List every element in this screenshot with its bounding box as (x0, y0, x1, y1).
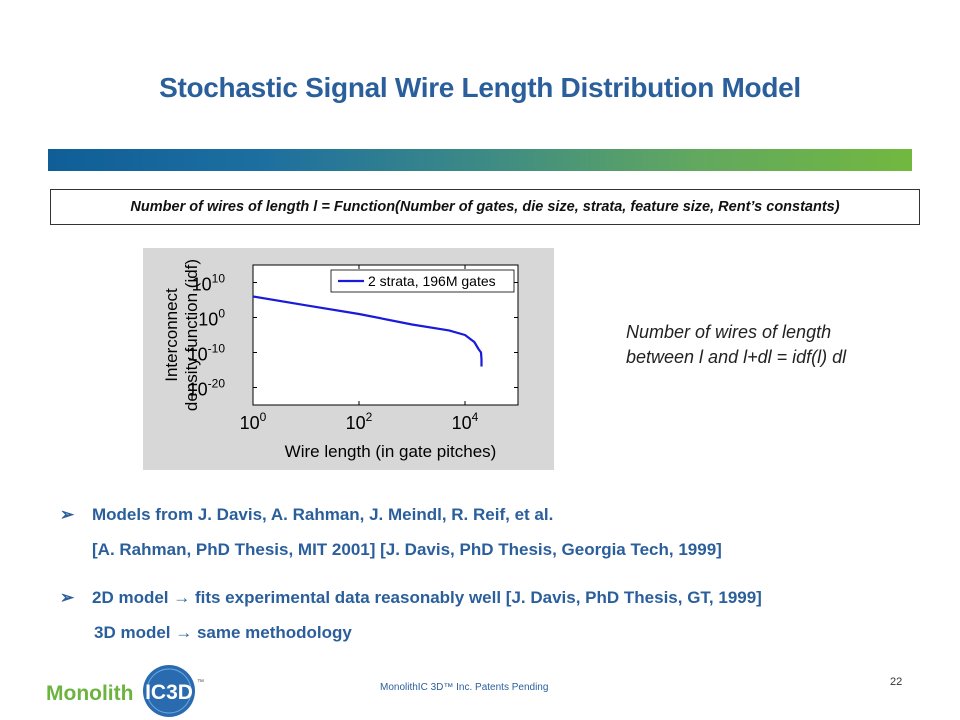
x-tick-label: 104 (452, 410, 479, 433)
logo-globe-icon (143, 665, 195, 717)
arrow-bullet-icon: ➢ (60, 588, 75, 607)
y-tick-label: 10-10 (188, 342, 226, 365)
y-tick-base: 10 (192, 275, 212, 295)
logo-text-badge: IC3D (145, 681, 193, 704)
y-tick-label: 10-20 (188, 377, 226, 400)
x-tick-exponent: 4 (472, 410, 479, 424)
y-tick-exponent: -20 (208, 377, 226, 391)
x-tick-label: 102 (346, 410, 373, 433)
bullet-1-line-1: Models from J. Davis, A. Rahman, J. Mein… (92, 505, 554, 524)
page-number: 22 (890, 676, 903, 688)
bullet-2: ➢ 2D model → fits experimental data reaso… (60, 588, 762, 608)
x-tick-exponent: 2 (366, 410, 373, 424)
y-tick-exponent: 0 (218, 307, 225, 321)
legend-label: 2 strata, 196M gates (368, 273, 496, 289)
logo-text-left: Monolith (46, 682, 133, 705)
bullet-2-line-1: 2D model → fits experimental data reason… (92, 588, 762, 607)
footer-text: MonolithIC 3D™ Inc. Patents Pending (380, 682, 549, 693)
y-axis-label-line: Interconnect (162, 288, 181, 382)
y-tick-exponent: -10 (208, 342, 226, 356)
side-note-line-1: Number of wires of length (626, 322, 832, 342)
logo-trademark: ™ (197, 679, 204, 686)
side-note-line-2: between l and l+dl = idf(l) dl (626, 347, 847, 367)
y-tick-exponent: 10 (212, 272, 226, 286)
bullet-1: ➢ Models from J. Davis, A. Rahman, J. Mei… (60, 505, 553, 525)
x-tick-exponent: 0 (260, 410, 267, 424)
slide-title: Stochastic Signal Wire Length Distributi… (159, 72, 801, 103)
x-tick-base: 10 (240, 413, 260, 433)
monolithic-3d-logo: Monolith IC3D ™ (46, 665, 204, 717)
y-tick-label: 1010 (192, 272, 226, 295)
side-note: Number of wires of length between l and … (626, 320, 846, 370)
legend-box (330, 269, 515, 293)
x-tick-base: 10 (346, 413, 366, 433)
formula-box: Number of wires of length l = Function(N… (50, 189, 920, 225)
chart-panel: 100 102 104 1010 100 10-10 10-20 2 strata, 196M… (143, 248, 554, 470)
arrow-bullet-icon: ➢ (60, 505, 75, 524)
y-tick-base: 10 (188, 345, 208, 365)
x-axis-label: Wire length (in gate pitches) (285, 442, 497, 461)
y-tick-label: 100 (198, 307, 225, 330)
y-tick-base: 10 (198, 310, 218, 330)
title-gradient-bar (48, 149, 912, 171)
y-tick-base: 10 (188, 380, 208, 400)
y-axis-label-line: density function (idf) (182, 259, 201, 411)
x-tick-label: 100 (240, 410, 267, 433)
y-axis-label: Interconnect density function (idf) (162, 259, 201, 411)
bullet-1-line-2: [A. Rahman, PhD Thesis, MIT 2001] [J. Da… (92, 540, 722, 559)
series-line (252, 295, 483, 367)
x-tick-base: 10 (452, 413, 472, 433)
bullet-2-line-2: 3D model → same methodology (94, 623, 352, 642)
